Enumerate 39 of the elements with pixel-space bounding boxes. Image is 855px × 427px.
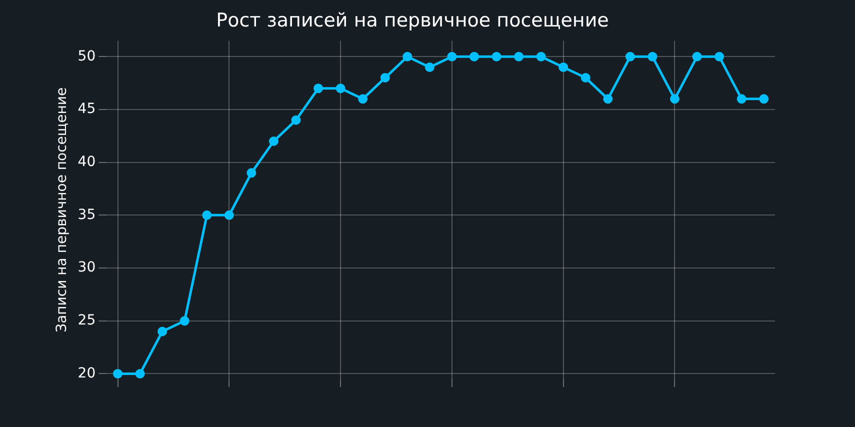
point	[402, 52, 412, 62]
chart-title: Рост записей на первичное посещение	[216, 9, 609, 32]
point	[692, 52, 702, 62]
point	[424, 62, 434, 72]
point	[670, 94, 680, 104]
point	[492, 52, 502, 62]
point	[469, 52, 479, 62]
point	[625, 52, 635, 62]
point	[358, 94, 368, 104]
point	[514, 52, 524, 62]
point	[380, 73, 390, 83]
point	[759, 94, 769, 104]
point	[336, 84, 346, 94]
y-tick-label: 35	[78, 206, 96, 223]
y-tick-label: 50	[78, 48, 96, 64]
point	[180, 316, 190, 326]
point	[536, 52, 546, 62]
point	[268, 136, 278, 146]
point	[291, 115, 301, 125]
y-tick-label: 30	[78, 260, 96, 276]
point	[603, 94, 613, 104]
point	[314, 84, 324, 94]
point	[113, 368, 123, 378]
y-axis-title: Записи на первичное посещение	[54, 87, 70, 332]
y-tick-label: 45	[78, 101, 96, 118]
point	[580, 73, 590, 83]
point	[648, 52, 658, 62]
point	[736, 94, 746, 104]
y-tick-label: 20	[78, 365, 96, 382]
point	[246, 168, 256, 178]
point	[158, 326, 168, 336]
y-tick-label: 25	[78, 312, 96, 329]
point	[224, 210, 234, 220]
point	[714, 52, 724, 62]
y-tick-label: 40	[78, 154, 96, 170]
point	[447, 52, 457, 62]
point	[202, 210, 212, 220]
point	[558, 62, 568, 72]
point	[135, 368, 145, 378]
